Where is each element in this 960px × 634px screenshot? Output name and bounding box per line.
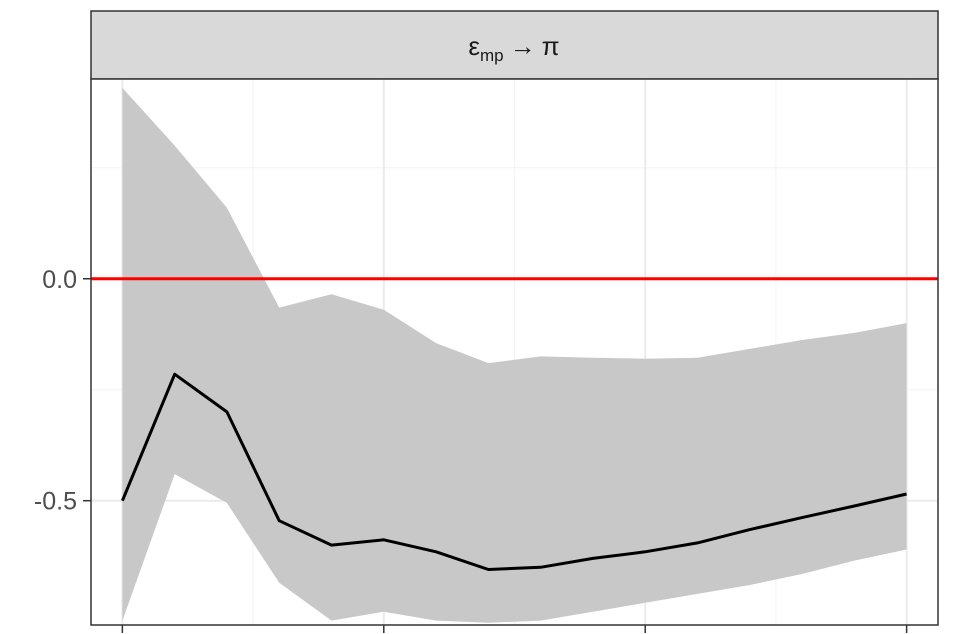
facet-strip-background (90, 10, 939, 80)
y-axis-tick-label: 0.0 (42, 266, 77, 294)
y-axis-tick-label: -0.5 (34, 488, 77, 516)
response-point (591, 557, 594, 560)
plot-panel (90, 78, 939, 626)
response-point (696, 541, 699, 544)
response-point (173, 373, 176, 376)
response-point (801, 516, 804, 519)
response-point (644, 550, 647, 553)
response-point (748, 528, 751, 531)
response-point (382, 538, 385, 541)
facet-strip: εmp → π (90, 10, 939, 80)
response-point (330, 544, 333, 547)
impulse-response-line (121, 372, 907, 571)
facet-label-arrow: → (510, 31, 536, 61)
response-point (278, 519, 281, 522)
response-point (435, 550, 438, 553)
response-point (905, 493, 908, 496)
response-point (225, 410, 228, 413)
confidence-band (122, 87, 907, 623)
panel-border (90, 78, 939, 626)
y-axis: 0.0 -0.5 (34, 266, 908, 633)
facet-label-symbol: ε (468, 31, 480, 61)
facet-label-target: π (542, 31, 560, 61)
response-point (853, 505, 856, 508)
response-point (539, 566, 542, 569)
facet-label-subscript: mp (480, 46, 504, 65)
response-point (487, 568, 490, 571)
facet-strip-label: εmp → π (468, 31, 559, 65)
response-point (121, 499, 124, 502)
